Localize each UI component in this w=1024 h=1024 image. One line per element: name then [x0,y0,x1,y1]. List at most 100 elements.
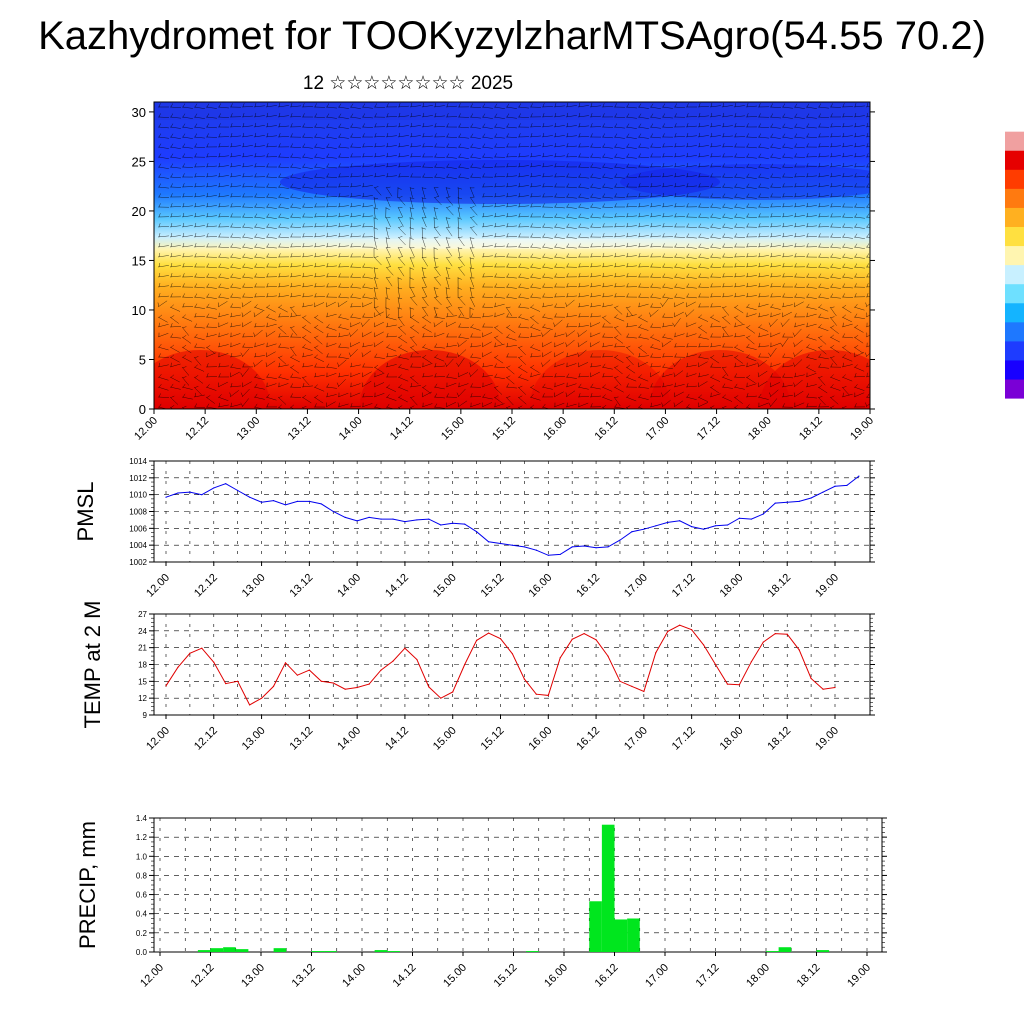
wind-barb [722,366,727,369]
wind-barb [722,102,725,107]
wind-barb [434,143,437,148]
wind-vector [577,196,589,199]
series-point [165,685,167,687]
wind-barb [482,103,486,108]
wind-barb [662,322,664,327]
wind-vector [805,384,817,388]
wind-vector [373,372,385,378]
colorbar-swatch [1005,264,1024,285]
wind-barb [470,257,475,260]
wind-barb [710,342,713,347]
wind-vector [397,316,405,327]
wind-vector [241,388,250,398]
wind-vector [421,246,424,258]
wind-barb [194,192,197,197]
wind-barb [433,322,436,327]
panel-y-tick-label: 9 [143,711,148,720]
wind-barb [650,133,653,138]
wind-barb [290,354,295,358]
wind-vector [733,346,744,353]
wind-barb [194,273,197,278]
wind-vector [541,175,553,178]
wind-vector [829,336,840,343]
wind-vector [613,245,625,248]
wind-barb [457,217,462,220]
panel-y-tick-label: 0.6 [136,891,148,900]
series-point [499,542,502,545]
wind-vector [409,406,413,409]
wind-barb [206,363,209,368]
wind-vector [709,155,721,158]
wind-vector [685,309,695,318]
wind-barb [530,152,533,157]
wind-vector [277,226,289,229]
wind-barb [530,273,534,278]
wind-vector [745,275,757,278]
wind-vector [373,106,385,108]
wind-vector [217,246,229,248]
wind-barb [770,193,773,198]
wind-vector [697,402,709,408]
wind-barb [842,263,846,268]
panel-x-tick-label: 15.00 [431,572,459,600]
wind-barb [542,403,546,408]
wind-barb [482,342,484,347]
wind-barb [302,352,304,357]
wind-vector [253,386,265,390]
wind-barb [830,384,834,388]
wind-barb [758,223,761,228]
wind-vector [709,226,721,229]
wind-vector [853,206,865,209]
wind-vector [781,136,793,139]
wind-vector [853,336,864,344]
wind-barb [626,365,631,368]
wind-barb [218,202,221,207]
wind-vector [529,366,540,373]
wind-barb [206,345,211,348]
wind-barb [494,163,497,168]
wind-vector [277,383,289,388]
wind-barb [194,113,198,118]
series-point [368,683,370,685]
wind-vector [313,346,323,355]
wind-vector [421,176,433,179]
wind-barb [554,283,557,288]
wind-vector [217,106,229,109]
wind-barb [254,253,258,258]
wind-barb [398,196,403,198]
panel-x-tick-label: 17.00 [643,962,671,990]
wind-barb [446,342,449,347]
wind-vector [589,255,601,258]
wind-barb [710,183,713,188]
wind-barb [746,343,750,348]
panel-y-axis-label: PMSL [73,482,98,542]
wind-barb [206,243,209,248]
wind-barb [290,143,293,148]
wind-vector [505,236,517,238]
wind-vector [313,374,325,378]
wind-barb [565,302,568,307]
wind-vector [793,195,805,198]
wind-vector [301,255,313,258]
wind-vector [589,371,600,378]
wind-barb [170,183,173,188]
wind-vector [397,256,406,266]
wind-vector [409,216,411,228]
wind-vector [253,306,265,311]
wind-barb [626,212,629,217]
wind-barb [782,353,786,358]
wind-barb [674,123,677,128]
wind-vector [157,166,169,169]
wind-vector [757,146,769,149]
wind-barb [650,402,652,407]
wind-vector [613,146,625,149]
wind-vector [181,156,193,159]
heatmap-x-tick-label: 13.00 [234,415,262,443]
wind-vector [577,325,589,328]
wind-barb [362,393,365,398]
wind-barb [674,293,678,298]
wind-vector [157,235,169,238]
wind-vector [193,235,205,238]
wind-vector [301,295,313,298]
series-point [679,624,681,626]
